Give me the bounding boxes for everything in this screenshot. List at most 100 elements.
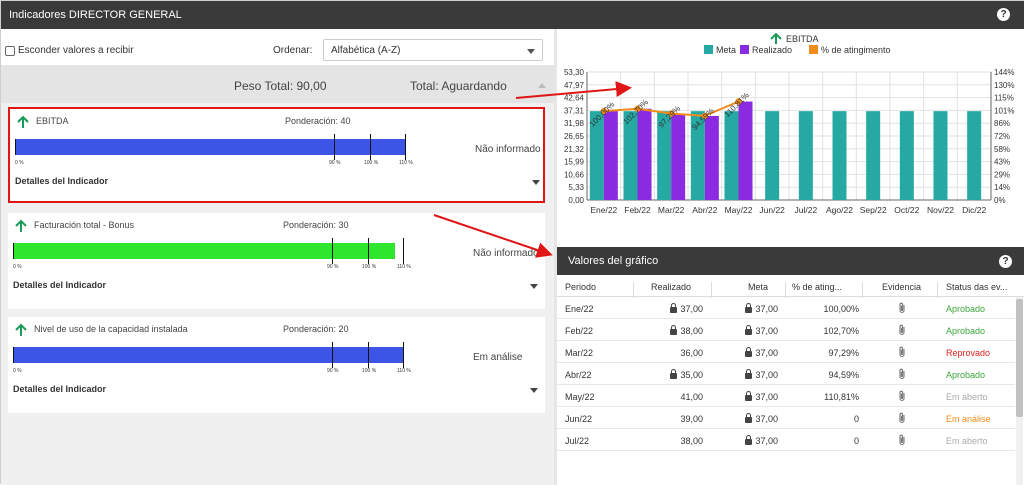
cell-status: Em análise: [946, 414, 991, 424]
tick-90: [332, 238, 333, 264]
scale-label: 0 %: [13, 264, 22, 270]
col-pct[interactable]: % de ating...: [792, 282, 843, 292]
legend-swatch: [740, 45, 749, 54]
page-title: Indicadores DIRECTOR GENERAL: [9, 9, 182, 21]
progress-fill: [14, 347, 403, 363]
col-evidencia[interactable]: Evidencia: [882, 282, 922, 292]
table-row[interactable]: Feb/22 38,00 37,00 102,70% Aprobado: [557, 319, 1015, 341]
point-pct: [600, 107, 608, 115]
cell-pct: 97,29%: [828, 348, 859, 358]
chevron-down-icon[interactable]: [530, 284, 538, 289]
cell-meta: 37,00: [745, 347, 778, 358]
details-toggle[interactable]: Detalles del Indicador: [13, 280, 107, 290]
paperclip-icon[interactable]: [897, 368, 907, 380]
cell-status: Em aberto: [946, 392, 988, 402]
scale-label: 110 %: [397, 264, 411, 270]
bar-meta: [724, 111, 739, 200]
cell-status: Em aberto: [946, 436, 988, 446]
cell-meta: 37,00: [745, 325, 778, 336]
table-header-bar: Valores del gráfico ?: [557, 247, 1024, 275]
collapse-caret-icon[interactable]: [538, 83, 546, 88]
point-pct: [667, 110, 675, 117]
y-tick-label: 26,65: [564, 132, 585, 141]
chart-title: EBITDA: [786, 34, 819, 44]
y2-tick-label: 86%: [994, 119, 1010, 128]
column-divider: [937, 282, 938, 298]
progress-fill: [14, 243, 396, 259]
indicator-card[interactable]: Facturación total - Bonus Ponderación: 3…: [8, 213, 545, 309]
indicator-card[interactable]: Nivel de uso de la capacidad instalada P…: [8, 317, 545, 413]
hide-values-checkbox[interactable]: [5, 46, 15, 56]
lock-icon: [745, 303, 753, 313]
legend-swatch: [704, 45, 713, 54]
x-tick-label: Nov/22: [927, 205, 954, 215]
bar-meta: [866, 111, 881, 200]
cell-pct: 102,70%: [823, 326, 859, 336]
table-row[interactable]: Abr/22 35,00 37,00 94,59% Aprobado: [557, 363, 1015, 385]
question-circle-icon[interactable]: ?: [997, 8, 1010, 21]
col-periodo[interactable]: Periodo: [565, 282, 597, 292]
cell-realizado: 35,00: [670, 369, 703, 380]
col-realizado[interactable]: Realizado: [651, 282, 692, 292]
x-tick-label: May/22: [725, 205, 753, 215]
paperclip-icon[interactable]: [897, 346, 907, 358]
pane-divider[interactable]: [554, 29, 557, 485]
tick-90: [334, 134, 335, 160]
paperclip-icon[interactable]: [897, 390, 907, 402]
paperclip-icon[interactable]: [897, 324, 907, 336]
cell-periodo: Abr/22: [565, 370, 592, 380]
progress-bar: [15, 134, 406, 160]
y2-tick-label: 72%: [994, 132, 1010, 141]
indicator-weight: Ponderación: 40: [285, 116, 351, 126]
y2-tick-label: 29%: [994, 170, 1010, 179]
scale-label: 0 %: [13, 368, 22, 374]
ebitda-chart-panel: 53,30 144% 47,97 130% 42,64 115% 37,31 101% 31,9…: [557, 29, 1024, 247]
chevron-down-icon[interactable]: [532, 180, 540, 185]
tick-110: [405, 134, 406, 160]
bar-meta: [933, 111, 948, 200]
title-bar: Indicadores DIRECTOR GENERAL ?: [1, 1, 1024, 29]
scale-label: 90 %: [327, 368, 339, 374]
scale-label: 110 %: [397, 368, 411, 374]
chevron-down-icon[interactable]: [530, 388, 538, 393]
question-circle-icon[interactable]: ?: [999, 255, 1012, 268]
paperclip-icon[interactable]: [897, 302, 907, 314]
indicator-name: EBITDA: [36, 116, 69, 126]
table-row[interactable]: May/22 41,00 37,00 110,81% Em aberto: [557, 385, 1015, 407]
table-row[interactable]: Mar/22 36,00 37,00 97,29% Reprovado: [557, 341, 1015, 363]
chart-legend: EBITDA Meta Realizado % de atingimento: [704, 32, 891, 55]
indicator-card[interactable]: EBITDA Ponderación: 40 0 % 90 % 100 % 11…: [8, 107, 545, 203]
details-toggle[interactable]: Detalles del Indicador: [15, 176, 109, 186]
progress-bar: [13, 342, 404, 368]
details-toggle[interactable]: Detalles del Indicador: [13, 384, 107, 394]
bar-realizado: [738, 101, 753, 200]
y2-tick-label: 115%: [994, 94, 1014, 103]
indicator-name: Nivel de uso de la capacidad instalada: [34, 324, 188, 334]
x-tick-label: Oct/22: [894, 205, 919, 215]
bar-realizado: [603, 111, 618, 200]
paperclip-icon[interactable]: [897, 412, 907, 424]
legend-label: % de atingimento: [821, 45, 891, 55]
cell-periodo: Ene/22: [565, 304, 594, 314]
cell-pct: 94,59%: [828, 370, 859, 380]
paperclip-icon[interactable]: [897, 434, 907, 446]
table-row[interactable]: Jun/22 39,00 37,00 0 Em análise: [557, 407, 1015, 429]
col-meta[interactable]: Meta: [748, 282, 769, 292]
x-tick-label: Jul/22: [794, 205, 817, 215]
lock-icon: [745, 369, 753, 379]
indicators-panel: Esconder valores a recibir Ordenar: Alfa…: [1, 29, 554, 485]
ebitda-chart: 53,30 144% 47,97 130% 42,64 115% 37,31 101% 31,9…: [564, 32, 1014, 215]
progress-bar: [13, 238, 404, 264]
tick-90: [332, 342, 333, 368]
bar-meta: [690, 111, 705, 200]
scrollbar-thumb[interactable]: [1016, 299, 1023, 417]
column-divider: [711, 282, 712, 298]
table-row[interactable]: Jul/22 38,00 37,00 0 Em aberto: [557, 429, 1015, 451]
cell-realizado: 38,00: [670, 325, 703, 336]
order-select[interactable]: Alfabética (A-Z): [323, 39, 543, 61]
col-status[interactable]: Status das ev...: [946, 282, 1008, 292]
table-row[interactable]: Ene/22 37,00 37,00 100,00% Aprobado: [557, 297, 1015, 319]
y-tick-label: 31,98: [564, 119, 585, 128]
cell-realizado: 41,00: [680, 392, 703, 402]
